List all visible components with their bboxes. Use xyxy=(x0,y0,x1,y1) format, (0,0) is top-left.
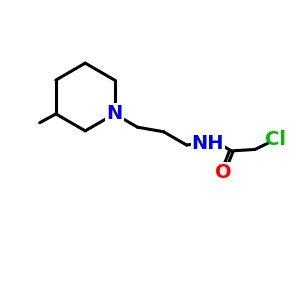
Text: Cl: Cl xyxy=(265,130,286,148)
Text: N: N xyxy=(106,104,123,123)
Text: O: O xyxy=(215,163,231,182)
Text: NH: NH xyxy=(191,134,224,153)
